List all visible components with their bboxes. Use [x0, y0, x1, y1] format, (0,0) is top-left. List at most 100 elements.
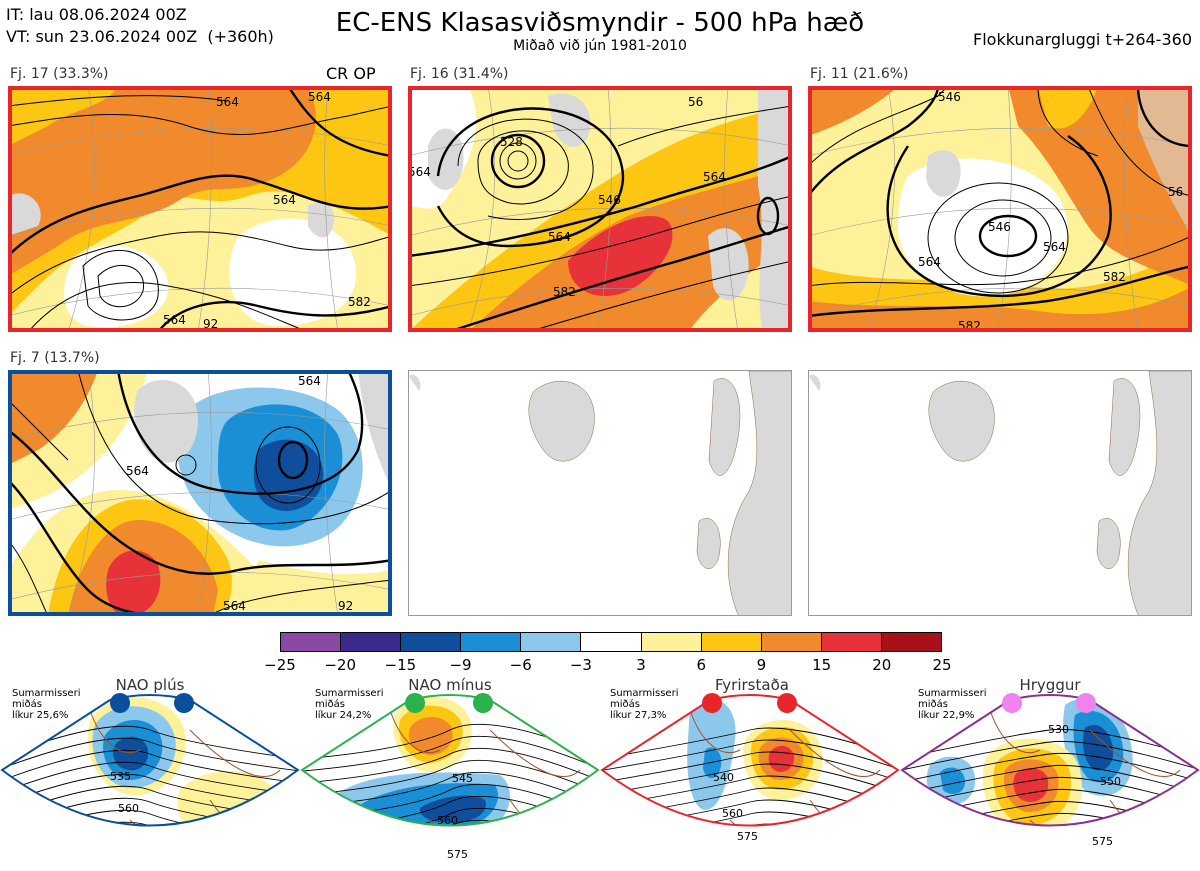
contour-label: 564 [1043, 240, 1066, 254]
cluster-2-label: Fj. 16 (31.4%) [410, 66, 509, 82]
height-contour [0, 846, 308, 871]
colorbar-tick-label: −25 [264, 656, 296, 674]
colorbar-segment [701, 633, 762, 651]
colorbar-tick-label: 25 [932, 656, 952, 674]
anomaly-area [399, 705, 463, 763]
anomaly-area [926, 756, 975, 805]
colorbar-segment [581, 633, 642, 651]
anomaly-area [177, 771, 279, 826]
contour-label: 564 [216, 95, 239, 109]
height-contour [602, 739, 898, 773]
height-contour [302, 747, 598, 785]
colorbar-segment [461, 633, 522, 651]
height-contour [302, 735, 598, 773]
height-contour [902, 812, 1198, 826]
regime-contour-label: 540 [713, 771, 734, 784]
regime-contour-label: 560 [722, 807, 743, 820]
height-contour [602, 763, 898, 797]
anomaly-area [982, 738, 1082, 826]
contour-label: 546 [938, 90, 961, 104]
regime-name: Fyrirstaða [715, 676, 789, 694]
header-info: IT: lau 08.06.2024 00Z VT: sun 23.06.202… [6, 4, 274, 48]
regime-marker-dot [174, 693, 194, 713]
colorbar-tick-label: −20 [324, 656, 356, 674]
regime-contour-label: 560 [118, 802, 139, 815]
regime-name: NAO plús [115, 676, 185, 694]
page-subtitle: Miðað við jún 1981-2010 [513, 38, 687, 54]
contour-label: 564 [223, 599, 246, 613]
contour-label: 92 [203, 317, 218, 331]
colorbar-tick-label: 15 [812, 656, 832, 674]
height-contour [902, 740, 1198, 773]
contour-label: 564 [408, 165, 431, 179]
regime-info: Sumarmisseri miðás líkur 27,3% [610, 688, 679, 721]
regime-contour-label: 575 [737, 830, 758, 843]
height-contour [602, 727, 898, 761]
height-contour [2, 725, 298, 761]
regime-name: Hryggur [1019, 676, 1081, 694]
coastline [989, 709, 1191, 826]
regime-contour-label: 530 [1048, 723, 1069, 736]
anomaly-area [703, 747, 722, 779]
height-contour [602, 799, 898, 826]
cluster-4-label: Fj. 7 (13.7%) [10, 350, 100, 366]
anomaly-area [758, 737, 804, 780]
height-contour [2, 809, 298, 826]
cluster-1-tag: CR OP [326, 64, 376, 83]
colorbar-segment [821, 633, 882, 651]
anomaly-area [360, 783, 499, 826]
anomaly-area [1073, 710, 1124, 783]
regime-marker-dot [110, 693, 130, 713]
regime-contour-label: 575 [1092, 835, 1113, 848]
regime-contour-label: 550 [1100, 775, 1121, 788]
regime-contour-label: 535 [110, 770, 131, 783]
height-contour [2, 737, 298, 773]
regime-info: Sumarmisseri miðás líkur 24,2% [315, 688, 384, 721]
height-contour [902, 752, 1198, 785]
contour-label: 564 [273, 193, 296, 207]
empty-map-2 [808, 370, 1192, 616]
height-contour [902, 800, 1198, 826]
colorbar-segment [521, 633, 582, 651]
regime-contour-label: 545 [452, 772, 473, 785]
height-contour [902, 764, 1198, 797]
height-contour [2, 821, 298, 826]
classification-window: Flokkunargluggi t+264-360 [973, 30, 1192, 49]
cluster-3-label: Fj. 11 (21.6%) [810, 66, 909, 82]
contour-label: 56 [688, 95, 703, 109]
colorbar-tick-label: 20 [872, 656, 892, 674]
colorbar-tick-label: 9 [756, 656, 767, 674]
page-title: EC-ENS Klasasviðsmyndir - 500 hPa hæð [335, 8, 865, 38]
colorbar-segment [341, 633, 402, 651]
anomaly-area [1003, 759, 1059, 812]
regime-contour-label: 575 [447, 848, 468, 861]
height-contour [292, 832, 608, 868]
height-contour [602, 823, 898, 826]
height-contour [302, 807, 598, 826]
contour-label: 546 [598, 193, 621, 207]
colorbar-tick-label: 6 [696, 656, 707, 674]
contour-label: 92 [338, 599, 353, 613]
coastline [389, 709, 591, 826]
contour-label: 564 [298, 374, 321, 388]
height-contour [302, 759, 598, 797]
colorbar-segment [881, 633, 942, 651]
contour-label: 564 [308, 90, 331, 104]
contour-label: 582 [348, 295, 371, 309]
height-contour [2, 761, 298, 797]
regime-marker-dot [473, 693, 493, 713]
height-contour [302, 783, 598, 821]
colorbar [280, 632, 942, 652]
contour-label: 582 [1103, 270, 1126, 284]
contour-label: 564 [126, 464, 149, 478]
regime-marker-dot [1002, 693, 1022, 713]
anomaly-area [993, 748, 1071, 825]
height-contour [602, 775, 898, 809]
anomaly-area [940, 767, 965, 794]
anomaly-area [1012, 850, 1042, 861]
colorbar-segment [761, 633, 822, 651]
regime-marker-dot [1076, 693, 1096, 713]
anomaly-area [87, 697, 186, 796]
regime-info: Sumarmisseri miðás líkur 22,9% [918, 688, 987, 721]
colorbar-tick-label: −3 [569, 656, 592, 674]
